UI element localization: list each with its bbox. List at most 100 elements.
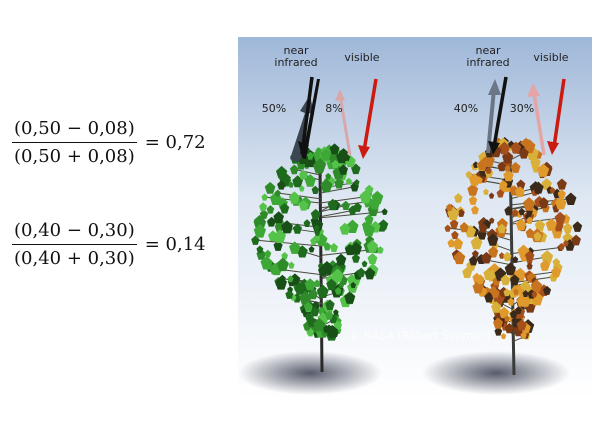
leaf <box>490 288 500 298</box>
leaf <box>303 219 311 227</box>
visible-reflected-head-left <box>335 89 345 101</box>
leaf <box>504 165 511 172</box>
leaf <box>334 287 342 295</box>
leaf <box>468 255 478 266</box>
leaf <box>281 220 293 234</box>
leaf <box>571 234 581 246</box>
leaf <box>264 249 272 258</box>
leaf <box>344 243 355 256</box>
visible-incoming-arrow-left <box>362 78 378 152</box>
leaf <box>524 250 535 262</box>
leaf <box>451 230 459 240</box>
leaf <box>288 261 295 269</box>
leaf <box>522 290 529 297</box>
leaf <box>266 205 275 214</box>
leaf <box>314 224 320 231</box>
leaf <box>518 147 529 159</box>
leaf <box>472 161 479 168</box>
leaf <box>515 218 527 231</box>
leaf <box>453 251 466 265</box>
leaf <box>292 223 303 234</box>
tree-shadow-left <box>238 351 382 395</box>
leaf <box>268 230 278 242</box>
leaf <box>498 180 508 190</box>
leaf <box>478 222 488 233</box>
leaf <box>481 251 492 264</box>
branch <box>321 196 366 204</box>
leaf <box>504 262 517 276</box>
leaf <box>511 275 520 284</box>
visible-incoming-arrow-right <box>552 78 566 148</box>
leaf <box>315 147 322 154</box>
leaf <box>326 324 339 338</box>
leaf <box>299 169 308 180</box>
leaf <box>325 310 334 320</box>
fraction: (0,40 − 0,30) (0,40 + 0,30) <box>12 220 137 269</box>
leaf <box>516 296 526 307</box>
leaf <box>513 288 519 295</box>
visible-reflected-head-right <box>527 83 540 97</box>
visible-label-left: visible <box>344 51 379 64</box>
leaf <box>498 306 510 319</box>
tree-shadow-right <box>422 351 570 395</box>
leaf <box>288 191 300 204</box>
leaf <box>376 246 384 254</box>
leaf <box>477 159 488 171</box>
leaf <box>563 239 569 247</box>
leaf <box>306 151 314 160</box>
healthy-tree-leaves <box>251 143 389 341</box>
leaf <box>310 306 320 317</box>
leaf <box>313 318 326 332</box>
leaf <box>515 186 525 198</box>
leaf <box>522 197 536 211</box>
leaf <box>504 315 511 322</box>
leaf <box>333 320 343 330</box>
stressed-tree-leaves <box>444 136 583 343</box>
nir-percent-right: 40% <box>454 102 478 115</box>
leaf <box>279 202 290 214</box>
sky-background <box>238 37 592 399</box>
leaf <box>299 291 312 305</box>
leaf <box>489 217 495 224</box>
leaf <box>556 178 567 190</box>
leaf <box>498 141 511 155</box>
leaf <box>253 214 266 228</box>
leaf <box>510 141 522 154</box>
leaf <box>298 185 305 192</box>
leaf <box>465 170 473 179</box>
leaf <box>281 252 289 260</box>
leaf <box>350 281 356 289</box>
leaf <box>292 175 304 188</box>
leaf <box>531 290 538 298</box>
leaf <box>555 196 567 210</box>
leaf <box>491 301 502 313</box>
leaf <box>354 179 360 186</box>
visible-incoming-head-right <box>547 141 559 155</box>
leaf <box>454 193 463 203</box>
leaf <box>362 222 375 237</box>
leaf <box>294 281 306 295</box>
ndvi-formula-stressed: (0,40 − 0,30) (0,40 + 0,30) = 0,14 <box>12 220 206 269</box>
leaf <box>343 153 351 161</box>
leaf <box>471 249 479 258</box>
leaf <box>496 189 505 198</box>
leaf <box>331 159 340 169</box>
leaf <box>444 224 451 232</box>
leaf <box>457 208 465 217</box>
branch <box>294 168 323 176</box>
leaf <box>289 164 299 175</box>
leaf <box>503 288 511 297</box>
leaf <box>273 229 287 244</box>
leaf <box>503 251 512 262</box>
leaf <box>498 252 505 259</box>
visible-reflected-arrow-right <box>532 92 546 156</box>
leaf <box>452 237 464 250</box>
leaf <box>526 216 533 224</box>
leaf <box>335 253 347 266</box>
nir-percent-left: 50% <box>262 102 286 115</box>
leaf <box>274 221 285 233</box>
leaf <box>277 180 286 190</box>
leaf <box>256 245 264 254</box>
leaf <box>329 143 340 155</box>
leaf <box>509 309 518 319</box>
